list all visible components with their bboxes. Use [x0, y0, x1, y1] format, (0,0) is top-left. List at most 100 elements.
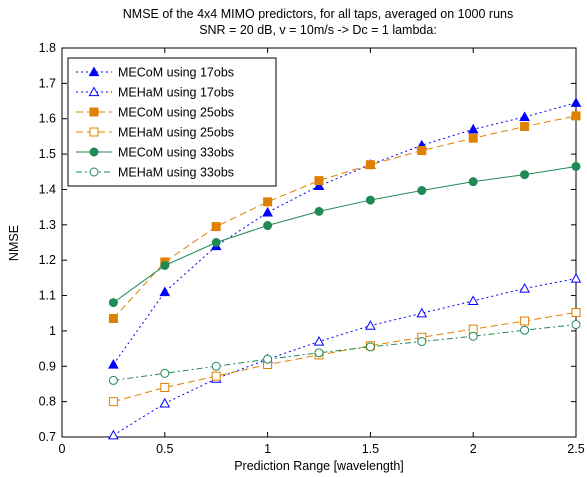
data-point [108, 358, 119, 369]
data-point [365, 342, 375, 352]
y-tick-label: 0.7 [39, 430, 56, 444]
data-point [571, 320, 581, 330]
legend-marker [88, 86, 100, 97]
data-point [263, 354, 273, 364]
data-point [571, 161, 581, 171]
x-axis: 0 0.5 1 1.5 2 2.5 [59, 48, 585, 456]
y-tick-label: 1.7 [39, 76, 56, 90]
y-tick-label: 1.4 [39, 182, 56, 196]
data-point [263, 197, 273, 207]
y-tick-label: 0.9 [39, 359, 56, 373]
data-point [417, 337, 427, 347]
legend-marker [89, 107, 99, 117]
legend-marker [89, 147, 99, 157]
data-point [416, 307, 428, 318]
data-point [571, 308, 581, 318]
data-point [467, 123, 479, 134]
data-point [520, 316, 530, 326]
series-line [113, 324, 577, 381]
data-point [108, 298, 118, 308]
series-line [113, 312, 577, 403]
data-point [211, 222, 221, 232]
x-axis-label: Prediction Range [wavelength] [234, 459, 404, 473]
data-point [314, 348, 324, 358]
data-point [160, 260, 170, 270]
x-tick-label: 1.5 [362, 442, 379, 456]
data-point [520, 122, 530, 132]
legend-item: MEHaM using 17obs [76, 86, 234, 100]
data-point [159, 286, 171, 297]
data-point [313, 335, 325, 346]
data-point [262, 206, 273, 217]
legend-item: MECoM using 25obs [76, 106, 234, 120]
y-tick-label: 0.8 [39, 395, 56, 409]
legend-item: MECoM using 17obs [76, 66, 234, 80]
x-tick-label: 2.5 [567, 442, 584, 456]
y-axis: 0.7 0.8 0.9 1 1.1 1.2 1.3 1.4 1.5 1.6 1.7 1.8 [39, 41, 576, 444]
data-point [468, 133, 478, 143]
data-point [467, 295, 479, 305]
y-axis-label: NMSE [7, 225, 21, 261]
series-line [113, 165, 577, 304]
legend-marker [89, 127, 99, 137]
y-tick-label: 1.3 [39, 218, 56, 232]
y-tick-label: 1.2 [39, 253, 56, 267]
x-tick-label: 0 [59, 442, 66, 456]
data-point [519, 282, 530, 293]
chart-title: NMSE of the 4x4 MIMO predictors, for all… [123, 7, 513, 21]
legend-item: MEHaM using 25obs [76, 126, 234, 140]
x-tick-label: 2 [470, 442, 477, 456]
data-point [263, 221, 273, 231]
y-tick-label: 1.8 [39, 41, 56, 55]
data-point [211, 361, 221, 371]
data-point [417, 186, 427, 196]
legend-label: MECoM using 17obs [118, 66, 234, 80]
data-point [159, 397, 171, 408]
data-point [468, 331, 478, 341]
legend-label: MEHaM using 25obs [118, 126, 234, 140]
series-line [113, 115, 577, 319]
legend-item: MECoM using 33obs [76, 146, 234, 160]
data-point [519, 111, 530, 122]
data-point [211, 371, 221, 381]
series-layer [108, 97, 582, 440]
data-point [108, 429, 119, 440]
chart-subtitle: SNR = 20 dB, v = 10m/s -> Dc = 1 lambda: [199, 23, 437, 37]
x-tick-label: 0.5 [156, 442, 173, 456]
y-tick-label: 1.5 [39, 147, 56, 161]
data-point [108, 314, 118, 324]
data-point [314, 206, 324, 216]
data-point [571, 111, 581, 121]
data-point [570, 97, 582, 107]
legend-label: MEHaM using 33obs [118, 166, 234, 180]
data-point [313, 180, 325, 191]
series-5 [108, 161, 581, 308]
data-point [365, 160, 375, 170]
y-tick-label: 1.1 [39, 289, 56, 303]
data-point [468, 177, 478, 187]
series-6 [108, 320, 581, 385]
data-point [160, 382, 170, 392]
data-point [417, 146, 427, 156]
data-point [365, 195, 375, 205]
data-point [570, 273, 582, 283]
data-point [160, 368, 170, 378]
data-point [520, 325, 530, 335]
data-point [108, 375, 118, 385]
data-point [108, 397, 118, 407]
y-tick-label: 1 [49, 324, 56, 338]
legend-label: MECoM using 25obs [118, 106, 234, 120]
data-point [365, 320, 376, 330]
legend-marker [89, 167, 99, 177]
legend-marker [88, 66, 100, 77]
data-point [520, 170, 530, 180]
y-tick-label: 1.6 [39, 112, 56, 126]
legend-item: MEHaM using 33obs [76, 166, 234, 180]
x-tick-label: 1 [264, 442, 271, 456]
legend-box [67, 57, 277, 187]
legend-label: MECoM using 33obs [118, 146, 234, 160]
data-point [211, 238, 221, 247]
legend-label: MEHaM using 17obs [118, 86, 234, 100]
data-point [314, 176, 324, 186]
